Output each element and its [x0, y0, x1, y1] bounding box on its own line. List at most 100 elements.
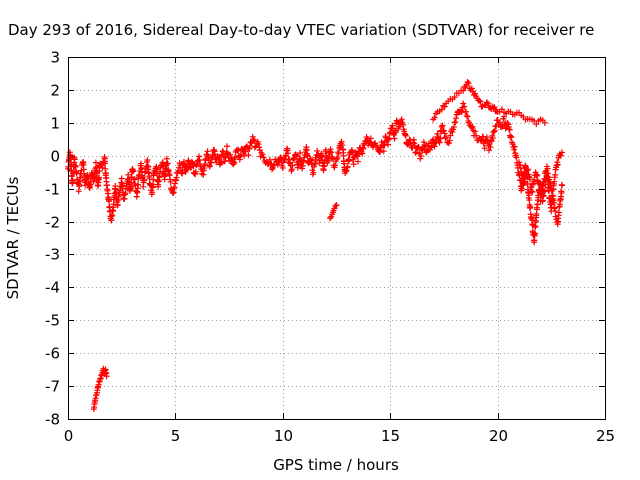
data-point: [508, 133, 515, 140]
data-point: [414, 144, 421, 151]
data-point: [488, 138, 495, 145]
data-point: [71, 156, 78, 163]
data-point: [360, 145, 367, 152]
y-tick-label: -5: [45, 312, 60, 330]
y-axis-label: SDTVAR / TECUs: [4, 176, 22, 299]
data-point: [498, 106, 505, 113]
data-point: [415, 143, 422, 150]
chart-title: Day 293 of 2016, Sidereal Day-to-day VTE…: [8, 21, 594, 39]
data-point: [491, 127, 498, 134]
data-point: [491, 128, 498, 135]
data-point: [284, 150, 291, 157]
data-point: [260, 154, 267, 161]
data-point: [342, 168, 349, 175]
data-point: [507, 134, 514, 141]
data-point: [328, 149, 335, 156]
data-point: [99, 164, 106, 171]
data-point: [548, 187, 555, 194]
data-point: [464, 113, 471, 120]
data-point: [441, 130, 448, 137]
y-tick-label: -1: [45, 181, 60, 199]
data-point: [438, 106, 445, 113]
data-point: [380, 148, 387, 155]
data-point: [322, 147, 329, 154]
data-point: [452, 119, 459, 126]
data-point: [511, 146, 518, 153]
data-point: [104, 190, 111, 197]
y-tick-label: 1: [50, 115, 60, 133]
data-point: [489, 135, 496, 142]
data-point: [525, 166, 532, 173]
data-point: [359, 150, 366, 157]
x-tick-label: 0: [64, 427, 74, 445]
data-point: [190, 163, 197, 170]
data-point: [103, 373, 110, 380]
x-tick-label: 25: [596, 427, 615, 445]
data-point: [557, 152, 564, 159]
data-point: [541, 175, 548, 182]
data-point: [387, 129, 394, 136]
data-point: [204, 148, 211, 155]
data-point: [431, 114, 438, 121]
data-point: [535, 194, 542, 201]
data-point: [218, 158, 225, 165]
data-point: [483, 99, 490, 106]
data-point: [530, 231, 537, 238]
data-point: [255, 141, 262, 148]
x-tick-label: 20: [489, 427, 508, 445]
data-point: [339, 142, 346, 149]
data-point: [333, 202, 340, 209]
data-point: [332, 162, 339, 169]
data-point: [144, 157, 151, 164]
data-point: [391, 135, 398, 142]
data-point: [440, 127, 447, 134]
y-tick-label: -6: [45, 345, 60, 363]
data-point: [524, 180, 531, 187]
data-point: [135, 181, 142, 188]
data-point: [559, 149, 566, 156]
data-point: [430, 136, 437, 143]
data-point: [533, 121, 540, 128]
data-point: [333, 156, 340, 163]
data-point: [490, 105, 497, 112]
plot-frame: [68, 57, 606, 420]
y-tick-label: -7: [45, 378, 60, 396]
data-point: [75, 188, 82, 195]
data-point: [350, 161, 357, 168]
data-point: [431, 143, 438, 150]
data-point: [130, 168, 137, 175]
data-point: [513, 154, 520, 161]
data-point: [270, 162, 277, 169]
data-point: [128, 179, 135, 186]
data-point: [486, 147, 493, 154]
data-point: [402, 132, 409, 139]
data-point: [453, 115, 460, 122]
data-point: [332, 202, 339, 209]
y-tick-label: 2: [50, 82, 60, 100]
data-point: [476, 97, 483, 104]
data-point: [443, 133, 450, 140]
data-point: [251, 137, 258, 144]
data-point: [441, 103, 448, 110]
data-point: [555, 209, 562, 216]
data-point: [491, 103, 498, 110]
data-point: [279, 164, 286, 171]
x-axis-label: GPS time / hours: [273, 456, 399, 474]
data-point: [463, 108, 470, 115]
data-point: [106, 198, 113, 205]
data-point: [335, 150, 342, 157]
data-point: [469, 123, 476, 130]
data-point: [550, 199, 557, 206]
data-point: [496, 119, 503, 126]
data-point: [412, 149, 419, 156]
data-point: [423, 148, 430, 155]
data-point: [416, 150, 423, 157]
data-point: [451, 94, 458, 101]
data-point: [519, 171, 526, 178]
data-point: [367, 135, 374, 142]
data-point: [554, 161, 561, 168]
data-point: [484, 100, 491, 107]
data-point: [334, 154, 341, 161]
data-point: [538, 192, 545, 199]
data-point: [445, 140, 452, 147]
